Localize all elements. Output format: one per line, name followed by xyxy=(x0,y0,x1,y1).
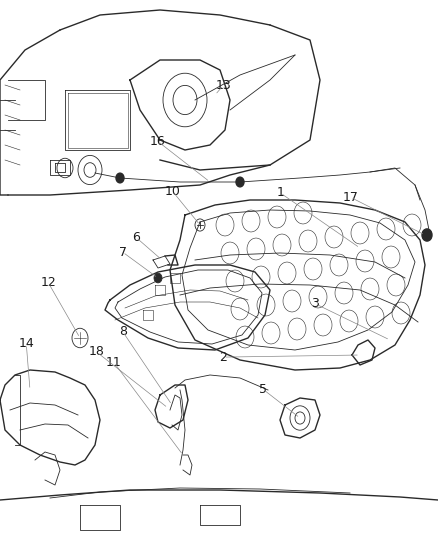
Text: 11: 11 xyxy=(106,356,122,369)
Circle shape xyxy=(154,273,162,283)
Text: 14: 14 xyxy=(18,337,34,350)
Text: 7: 7 xyxy=(119,246,127,259)
Text: 6: 6 xyxy=(132,231,140,244)
Circle shape xyxy=(422,229,432,241)
Text: 3: 3 xyxy=(311,297,319,310)
Text: 12: 12 xyxy=(40,276,56,289)
Text: 18: 18 xyxy=(88,345,104,358)
Circle shape xyxy=(236,177,244,187)
Text: 5: 5 xyxy=(259,383,267,395)
Text: 10: 10 xyxy=(165,185,181,198)
Text: 8: 8 xyxy=(119,325,127,338)
Text: 13: 13 xyxy=(215,79,231,92)
Text: 2: 2 xyxy=(219,351,227,364)
Text: 16: 16 xyxy=(150,135,166,148)
Text: 17: 17 xyxy=(343,191,358,204)
Circle shape xyxy=(116,173,124,183)
Text: 1: 1 xyxy=(276,187,284,199)
